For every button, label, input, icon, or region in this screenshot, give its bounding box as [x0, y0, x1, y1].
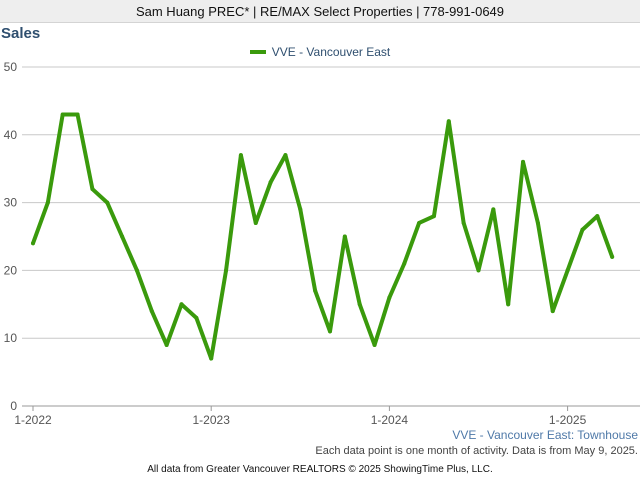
data-point [313, 288, 318, 293]
y-tick-label: 0 [10, 399, 17, 413]
legend-label: VVE - Vancouver East [271, 45, 391, 59]
data-point [476, 268, 481, 273]
x-tick-label: 1-2024 [371, 413, 409, 427]
data-point [179, 302, 184, 307]
y-tick-label: 50 [4, 60, 18, 74]
y-tick-label: 20 [4, 263, 18, 277]
data-point [446, 119, 451, 124]
data-point [372, 342, 377, 347]
data-point [387, 295, 392, 300]
data-point [134, 268, 139, 273]
data-point [580, 227, 585, 232]
chart-title: Sales [1, 25, 41, 42]
data-point [431, 214, 436, 219]
data-point [417, 220, 422, 225]
data-point [90, 187, 95, 192]
data-point [209, 356, 214, 361]
data-point [595, 214, 600, 219]
data-point [194, 315, 199, 320]
data-point [535, 220, 540, 225]
data-point [105, 200, 110, 205]
data-note: Each data point is one month of activity… [315, 445, 638, 457]
agent-header-text: Sam Huang PREC* | RE/MAX Select Properti… [135, 3, 505, 19]
data-point [253, 220, 258, 225]
data-point [565, 268, 570, 273]
x-tick-label: 1-2023 [193, 413, 231, 427]
data-point [461, 220, 466, 225]
data-point [120, 234, 125, 239]
data-point [149, 309, 154, 314]
data-point [521, 159, 526, 164]
data-point [224, 268, 229, 273]
x-tick-label: 1-2022 [14, 413, 52, 427]
data-point [283, 153, 288, 158]
chart-legend[interactable]: VVE - Vancouver East [0, 45, 640, 59]
data-point [298, 207, 303, 212]
chart-subtitle: VVE - Vancouver East: Townhouse [452, 428, 638, 442]
data-point [31, 241, 35, 246]
data-point [60, 112, 65, 117]
data-point [268, 180, 273, 185]
data-point [610, 254, 615, 259]
data-point [45, 200, 50, 205]
series-line [31, 112, 615, 361]
data-point [342, 234, 347, 239]
data-point [550, 309, 555, 314]
data-point [238, 153, 243, 158]
data-point [357, 302, 362, 307]
data-credit: All data from Greater Vancouver REALTORS… [147, 464, 493, 475]
agent-header-bar: Sam Huang PREC* | RE/MAX Select Properti… [0, 0, 640, 23]
data-point [506, 302, 511, 307]
data-point [164, 342, 169, 347]
x-tick-label: 1-2025 [549, 413, 587, 427]
legend-swatch [249, 50, 266, 54]
y-tick-label: 30 [4, 196, 18, 210]
data-point [328, 329, 332, 334]
data-point [491, 207, 496, 212]
data-point [75, 112, 80, 117]
y-tick-label: 10 [4, 331, 18, 345]
y-tick-label: 40 [4, 128, 18, 142]
data-point [402, 261, 407, 266]
